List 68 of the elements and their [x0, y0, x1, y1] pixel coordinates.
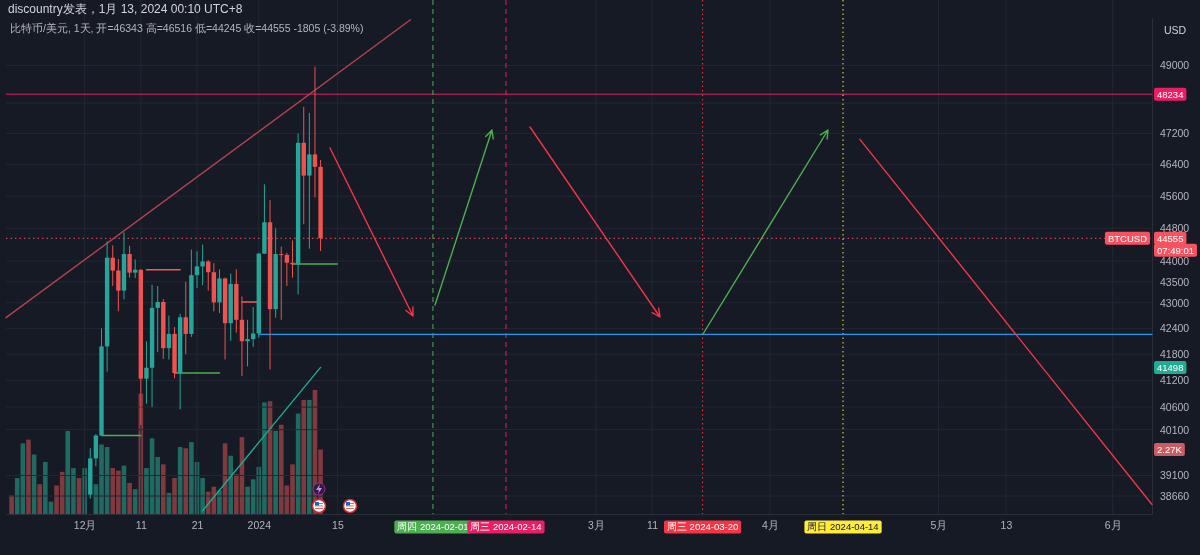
bar [183, 448, 189, 514]
candlestick [183, 281, 188, 355]
y-tick-label: 41800 [1160, 348, 1190, 361]
bar [273, 430, 278, 514]
x-tick-label: 3月 [587, 519, 605, 532]
y-tick-label: 43000 [1160, 296, 1190, 309]
x-tick-label: 5月 [930, 519, 948, 532]
candlestick [312, 66, 318, 198]
chart-title: discountry发表，1月 13, 2024 00:10 UTC+8 [8, 2, 243, 16]
candlestick [217, 268, 222, 314]
ref-line-label: 44555 [1157, 232, 1184, 244]
y-tick-label: 40100 [1160, 423, 1190, 436]
x-tick-label: 12月 [73, 519, 97, 532]
bar [132, 489, 138, 514]
y-axis-title: USD [1164, 23, 1187, 36]
ref-line-label: 周日 2024-04-14 [807, 521, 879, 533]
candlestick [206, 259, 211, 292]
bar [26, 439, 31, 514]
y-tick-label: 40600 [1160, 400, 1190, 413]
candlestick [200, 244, 205, 286]
x-tick-label: 11 [647, 519, 659, 532]
candlestick [279, 246, 284, 321]
chart-subtitle: 比特币/美元, 1天, 开=46343 高=46516 低=44245 收=44555 -1805 (-3.89%) [10, 22, 364, 34]
x-tick-label: 4月 [762, 519, 779, 532]
y-tick-label: 41200 [1160, 374, 1190, 387]
y-tick-label: 43500 [1160, 275, 1190, 288]
y-tick-label: 42400 [1160, 322, 1190, 335]
annotation: 2.27K [1157, 443, 1183, 455]
ref-line-label: 48234 [1157, 88, 1184, 100]
annotation: 41498 [1157, 361, 1184, 373]
x-tick-label: 2024 [247, 519, 272, 532]
x-tick-label: 15 [332, 519, 344, 532]
candlestick [245, 319, 250, 367]
ref-line-label: 周三 2024-03-20 [666, 521, 739, 533]
candlestick [194, 250, 200, 289]
candlestick [250, 306, 256, 348]
y-tick-label: 39100 [1160, 469, 1190, 482]
candlestick [127, 245, 132, 279]
candlestick [110, 244, 115, 287]
x-tick-label: 13 [1000, 519, 1013, 532]
bar [160, 464, 166, 514]
x-tick-label: 21 [191, 519, 204, 532]
candlestick [116, 258, 121, 312]
y-tick-label: 38660 [1160, 489, 1190, 502]
candlestick [284, 252, 290, 287]
bar [307, 399, 312, 514]
candlestick [133, 258, 138, 279]
candlestick [144, 340, 149, 405]
y-tick-label: 44800 [1160, 222, 1190, 235]
y-tick-label: 44000 [1160, 254, 1190, 267]
y-tick-label: 47200 [1160, 127, 1190, 140]
bar [37, 484, 43, 514]
text: 07:49:01 [1157, 244, 1194, 256]
ref-line-label: 周三 2024-02-14 [470, 521, 542, 533]
candlestick [307, 112, 312, 250]
bar [127, 483, 132, 514]
y-tick-label: 45600 [1160, 190, 1190, 203]
bar [172, 478, 177, 514]
bar [228, 455, 234, 514]
y-tick-label: 46400 [1160, 158, 1190, 171]
y-tick-label: 49000 [1160, 59, 1190, 72]
annotation: BTCUSD [1107, 232, 1148, 244]
candlestick [155, 285, 160, 353]
x-tick-label: 6月 [1104, 519, 1122, 532]
bar [9, 495, 14, 514]
bar [301, 399, 307, 514]
bar [217, 490, 222, 514]
x-tick-label: 11 [135, 519, 147, 532]
